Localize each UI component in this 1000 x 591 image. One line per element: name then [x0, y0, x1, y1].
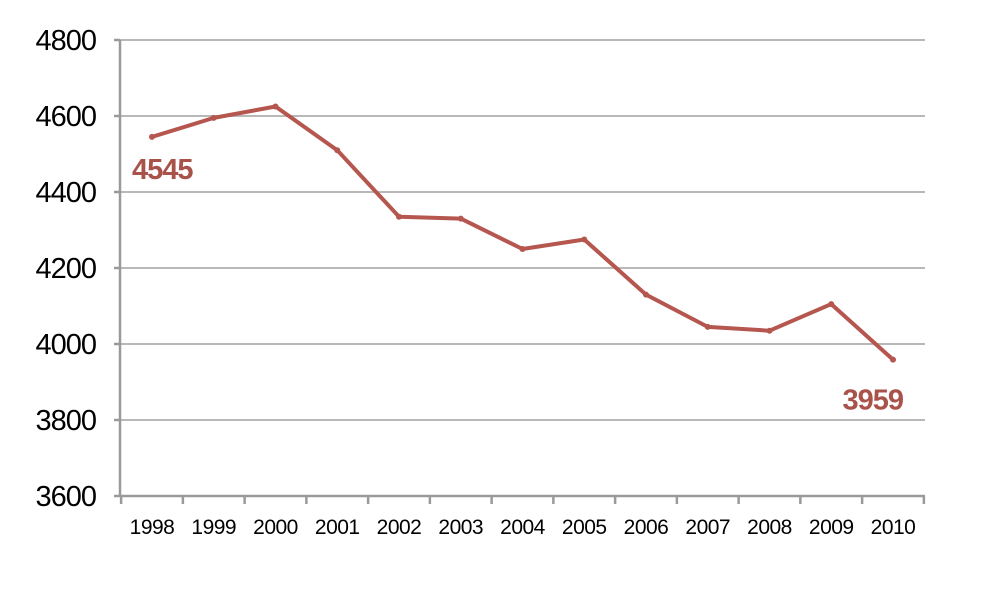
- series-line-path: [150, 104, 895, 362]
- data-point-2001: [334, 147, 341, 154]
- data-point-1998: [149, 133, 155, 140]
- y-tick-label: 3600: [35, 481, 96, 513]
- x-tick-label-2003: 2003: [438, 516, 483, 539]
- x-tick-label-2004: 2004: [500, 516, 546, 539]
- x-tick-label-1999: 1999: [191, 516, 236, 539]
- x-tick-label-2010: 2010: [871, 516, 916, 539]
- x-tick-label-2000: 2000: [253, 516, 298, 539]
- x-tick-label-2001: 2001: [315, 516, 360, 539]
- data-point-2000: [272, 103, 279, 110]
- x-tick-label-1998: 1998: [130, 516, 175, 539]
- data-point-1999: [210, 114, 217, 121]
- data-point-2002: [396, 213, 402, 220]
- y-tick-label: 4000: [35, 329, 96, 361]
- data-point-2003: [457, 215, 464, 222]
- data-labels: 4545 3959: [132, 154, 905, 417]
- y-tick-label: 4800: [35, 25, 96, 57]
- series-line: [149, 103, 896, 363]
- x-tick-label-2008: 2008: [747, 516, 792, 539]
- data-point-2004: [519, 246, 526, 252]
- axes: [114, 38, 926, 504]
- data-point-2005: [581, 236, 588, 243]
- data-point-2008: [766, 327, 773, 334]
- data-point-2007: [704, 323, 711, 330]
- x-tick-label-2007: 2007: [685, 516, 730, 539]
- data-label-1998: 4545: [132, 154, 193, 186]
- data-point-2006: [643, 291, 649, 298]
- x-tick-label-2005: 2005: [562, 516, 607, 539]
- y-tick-label: 4600: [35, 101, 96, 133]
- x-tick-label-2002: 2002: [377, 516, 422, 539]
- x-axis-tick-labels: 1998 1999 2000 2001 2002 2003 2004 2005 2006 2007…: [130, 516, 916, 539]
- y-tick-label: 4400: [35, 177, 96, 209]
- x-tick-label-2006: 2006: [624, 516, 669, 539]
- gridlines: [120, 39, 925, 421]
- data-label-2010: 3959: [842, 385, 903, 417]
- x-tick-label-2009: 2009: [809, 516, 854, 539]
- data-point-2010: [890, 356, 896, 363]
- data-point-2009: [828, 301, 835, 308]
- y-tick-label: 4200: [35, 253, 96, 285]
- y-tick-label: 3800: [35, 405, 96, 437]
- y-axis-tick-labels: 4800 4600 4400 4200 4000 3800 3600: [35, 25, 97, 513]
